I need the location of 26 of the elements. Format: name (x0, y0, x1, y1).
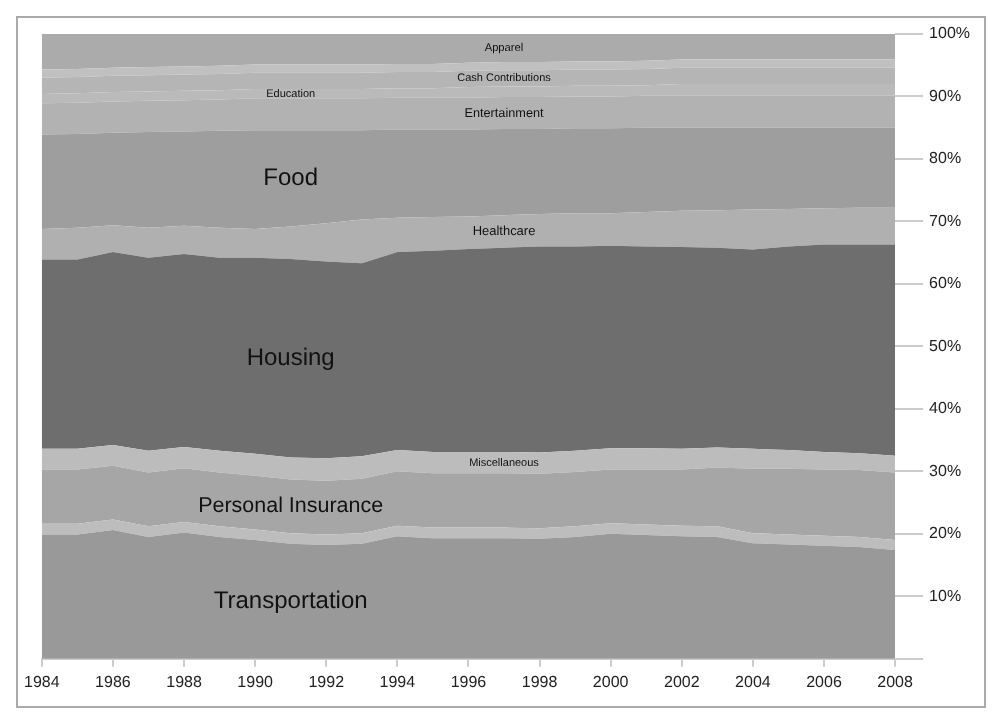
x-tick-label: 1990 (237, 672, 275, 691)
y-tick-label: 90% (929, 86, 962, 105)
x-tick-label: 1984 (24, 672, 61, 691)
x-tick-label: 2000 (592, 672, 630, 691)
x-tick-label: 1986 (95, 672, 132, 691)
x-tick-label: 2002 (663, 672, 701, 691)
y-tick-label: 80% (929, 149, 962, 168)
series-label: Transportation (213, 585, 368, 614)
y-tick-label: 100% (929, 24, 971, 43)
x-tick-label: 1988 (166, 672, 203, 691)
y-tick-label: 30% (929, 461, 962, 480)
y-tick-label: 20% (929, 524, 962, 543)
y-tick-label: 60% (929, 274, 962, 293)
x-tick-label: 2006 (806, 672, 843, 691)
x-tick-label: 2004 (735, 672, 772, 691)
y-tick-label: 50% (929, 336, 962, 355)
series-label: Housing (246, 342, 335, 371)
y-tick-label: 40% (929, 399, 962, 418)
series-label: Personal Insurance (198, 494, 384, 519)
y-tick-label: 10% (929, 586, 962, 605)
x-tick-label: 1998 (521, 672, 559, 691)
x-tick-label: 1994 (379, 672, 417, 691)
x-tick-label: 1996 (450, 672, 488, 691)
x-tick-label: 1992 (308, 672, 346, 691)
x-tick-label: 2008 (877, 672, 914, 691)
y-tick-label: 70% (929, 211, 962, 230)
